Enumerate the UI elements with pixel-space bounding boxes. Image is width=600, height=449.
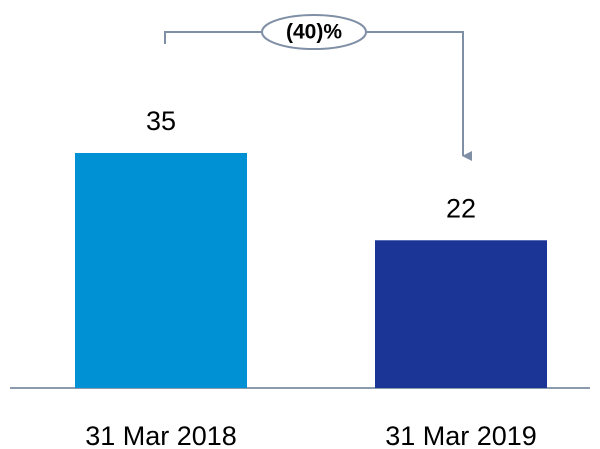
value-label: 22 [446,193,476,223]
bar [75,153,247,388]
annotation-bubble [261,14,367,50]
value-label: 35 [146,106,176,136]
x-tick-label: 31 Mar 2019 [385,421,537,449]
annotation-bracket [164,31,472,161]
annotation: (40)% [286,21,342,44]
x-tick-label: 31 Mar 2018 [85,421,237,449]
bar [375,240,547,388]
